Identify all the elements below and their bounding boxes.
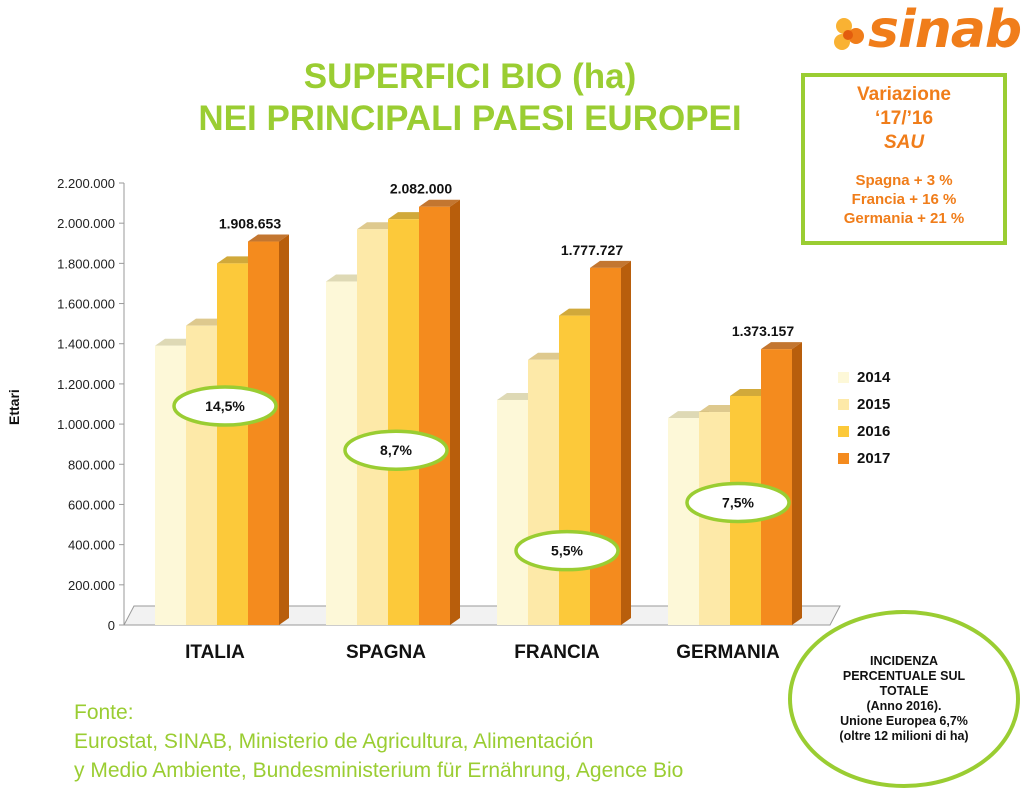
bar-top bbox=[186, 318, 227, 326]
data-label: 2.082.000 bbox=[390, 181, 452, 197]
source-line-1: Fonte: bbox=[74, 701, 134, 724]
bar bbox=[559, 315, 590, 625]
sinab-logo: sinab bbox=[826, 0, 1022, 62]
bar-top bbox=[497, 392, 538, 400]
bar-top bbox=[699, 405, 740, 413]
share-ellipse bbox=[685, 481, 791, 524]
legend-item: 2017 bbox=[838, 445, 890, 472]
share-label: 5,5% bbox=[551, 543, 583, 559]
legend-label: 2016 bbox=[857, 423, 891, 440]
source-line-3: y Medio Ambiente, Bundesministerium für … bbox=[74, 759, 684, 782]
bar-top bbox=[730, 388, 771, 396]
bar-top bbox=[559, 308, 600, 316]
bar bbox=[419, 206, 450, 625]
incidenza-line-1: INCIDENZA PERCENTUALE SUL TOTALE bbox=[842, 654, 966, 698]
variation-item: Germania + 21 % bbox=[843, 210, 965, 227]
bar bbox=[248, 241, 279, 626]
legend-swatch bbox=[838, 426, 849, 437]
bar bbox=[155, 345, 186, 625]
bar-top bbox=[590, 260, 631, 268]
bar bbox=[528, 359, 559, 625]
y-tick-label: 1.800.000 bbox=[57, 256, 115, 271]
legend-label: 2015 bbox=[857, 396, 891, 413]
bar-top bbox=[528, 352, 569, 360]
chart-legend: 2014 2015 2016 2017 bbox=[838, 364, 890, 472]
bar-top bbox=[155, 338, 196, 346]
title-line-1: SUPERFICI BIO (ha) bbox=[303, 57, 637, 96]
share-label: 8,7% bbox=[380, 442, 412, 458]
y-tick-label: 2.200.000 bbox=[57, 176, 115, 191]
variation-line-1: Variazione bbox=[857, 84, 951, 105]
legend-item: 2014 bbox=[838, 364, 890, 391]
incidenza-note: INCIDENZA PERCENTUALE SUL TOTALE (Anno 2… bbox=[788, 610, 1020, 788]
y-tick-label: 600.000 bbox=[68, 497, 115, 512]
bar-top bbox=[248, 234, 289, 242]
variation-items: Spagna + 3 % Francia + 16 % Germania + 2… bbox=[805, 171, 1003, 228]
bar bbox=[388, 219, 419, 625]
bar-top bbox=[419, 199, 460, 207]
y-tick-label: 400.000 bbox=[68, 538, 115, 553]
legend-label: 2014 bbox=[857, 369, 891, 386]
share-label: 14,5% bbox=[205, 398, 245, 414]
variation-title: Variazione ‘17/’16 SAU bbox=[805, 83, 1003, 155]
y-tick-label: 2.000.000 bbox=[57, 216, 115, 231]
y-tick-label: 200.000 bbox=[68, 578, 115, 593]
bar bbox=[186, 325, 217, 625]
bar-side bbox=[621, 260, 631, 625]
x-tick-label: SPAGNA bbox=[346, 642, 426, 663]
bar bbox=[668, 418, 699, 625]
legend-swatch bbox=[838, 372, 849, 383]
legend-label: 2017 bbox=[857, 450, 891, 467]
x-tick-label: FRANCIA bbox=[514, 642, 600, 663]
variation-line-2: ‘17/’16 bbox=[874, 108, 934, 129]
title-line-2: NEI PRINCIPALI PAESI EUROPEI bbox=[198, 99, 742, 138]
bar bbox=[590, 267, 621, 625]
bar-top bbox=[217, 256, 258, 264]
y-tick-label: 1.600.000 bbox=[57, 297, 115, 312]
bar-top bbox=[326, 274, 367, 282]
share-ellipse bbox=[172, 385, 278, 427]
x-tick-label: GERMANIA bbox=[676, 642, 780, 663]
bar-top bbox=[357, 222, 398, 230]
variation-box: Variazione ‘17/’16 SAU Spagna + 3 % Fran… bbox=[801, 73, 1007, 245]
bar bbox=[217, 263, 248, 625]
x-tick-label: ITALIA bbox=[185, 642, 245, 663]
share-label: 7,5% bbox=[722, 494, 754, 510]
bar-side bbox=[450, 199, 460, 625]
source-note: Fonte: Eurostat, SINAB, Ministerio de Ag… bbox=[74, 698, 683, 785]
share-ellipse bbox=[343, 429, 449, 471]
legend-item: 2016 bbox=[838, 418, 890, 445]
y-tick-label: 1.000.000 bbox=[57, 417, 115, 432]
incidenza-line-2: (Anno 2016). bbox=[866, 699, 942, 713]
source-line-2: Eurostat, SINAB, Ministerio de Agricultu… bbox=[74, 730, 594, 753]
y-tick-label: 0 bbox=[108, 618, 115, 633]
bar-top bbox=[388, 212, 429, 220]
bar-side bbox=[792, 342, 802, 625]
bar-top bbox=[761, 342, 802, 350]
legend-item: 2015 bbox=[838, 391, 890, 418]
bar bbox=[357, 229, 388, 625]
data-label: 1.373.157 bbox=[732, 323, 794, 339]
chart-title: SUPERFICI BIO (ha) NEI PRINCIPALI PAESI … bbox=[140, 56, 800, 140]
legend-swatch bbox=[838, 399, 849, 410]
y-tick-label: 1.200.000 bbox=[57, 377, 115, 392]
flower-icon bbox=[834, 18, 864, 50]
logo-word: sinab bbox=[868, 0, 1022, 60]
data-label: 1.777.727 bbox=[561, 242, 623, 258]
legend-swatch bbox=[838, 453, 849, 464]
share-ellipse bbox=[514, 529, 620, 572]
y-tick-label: 800.000 bbox=[68, 457, 115, 472]
y-tick-label: 1.400.000 bbox=[57, 337, 115, 352]
variation-item: Francia + 16 % bbox=[851, 191, 957, 208]
incidenza-line-3: Unione Europea 6,7% (oltre 12 milioni di… bbox=[839, 714, 969, 743]
data-label: 1.908.653 bbox=[219, 216, 281, 232]
bar-top bbox=[668, 411, 709, 419]
bar-side bbox=[279, 234, 289, 626]
bar bbox=[497, 399, 528, 625]
variation-item: Spagna + 3 % bbox=[855, 172, 953, 189]
variation-line-3: SAU bbox=[883, 132, 925, 153]
